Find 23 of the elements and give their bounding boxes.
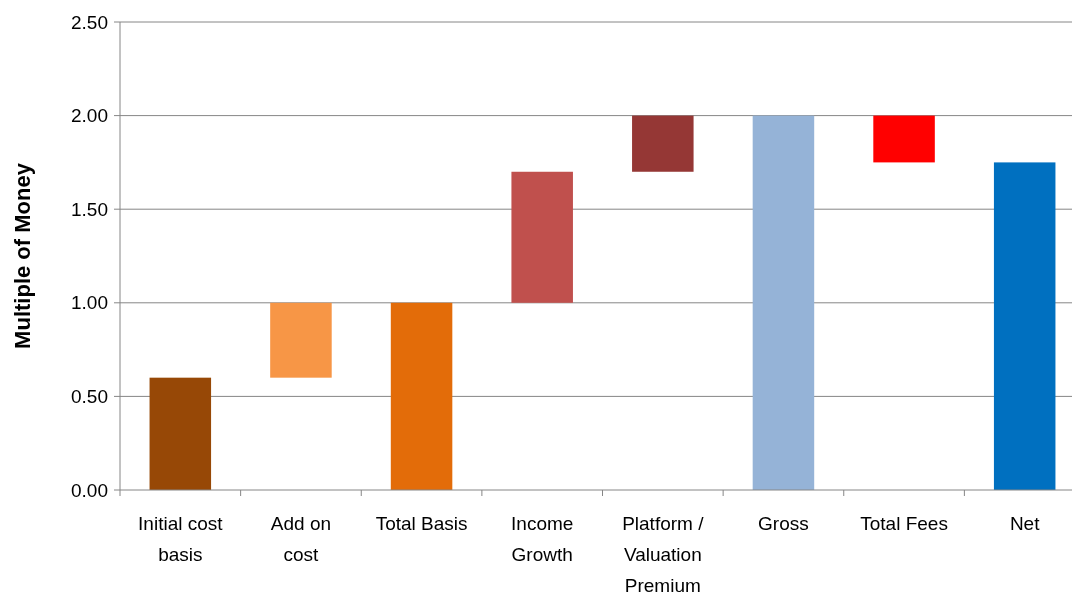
- bar: [632, 115, 694, 172]
- y-tick-label: 1.00: [71, 292, 108, 314]
- x-tick-label: Total Basis: [375, 513, 468, 534]
- bar: [511, 171, 573, 303]
- x-tick-label: Total Fees: [860, 513, 948, 534]
- x-tick-label: Income Growth: [511, 513, 574, 565]
- y-tick-label: 2.00: [71, 105, 108, 127]
- bar: [752, 115, 815, 490]
- bar: [390, 302, 453, 490]
- y-tick-label: 0.00: [71, 479, 108, 501]
- x-tick-label: Net: [1009, 513, 1041, 534]
- x-tick-label: Initial cost basis: [138, 513, 224, 565]
- bar: [873, 115, 935, 163]
- bar: [993, 162, 1056, 490]
- y-tick-label: 1.50: [71, 198, 108, 220]
- x-tick-label: Add on cost: [270, 513, 332, 565]
- bar: [270, 302, 332, 378]
- y-tick-label: 0.50: [71, 386, 108, 408]
- x-tick-label: Gross: [758, 513, 809, 534]
- y-axis-title: Multiple of Money: [10, 162, 35, 349]
- y-tick-label: 2.50: [71, 11, 108, 33]
- bar: [149, 377, 212, 490]
- x-tick-label: Platform / Valuation Premium: [622, 513, 705, 596]
